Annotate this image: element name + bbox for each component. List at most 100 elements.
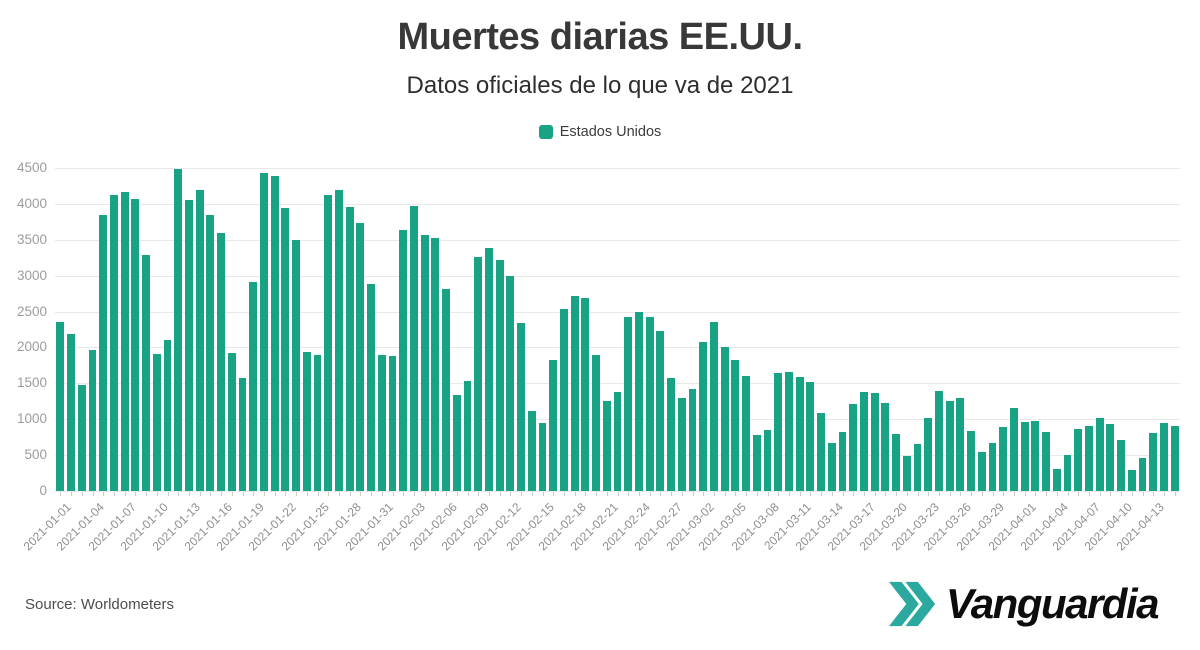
axis-tick [510,492,512,496]
axis-tick [660,492,662,496]
axis-tick [853,492,855,496]
gridline [55,203,1180,205]
gridline [55,491,1180,492]
axis-tick [628,492,630,496]
bar [474,257,483,491]
bar [1020,421,1029,491]
axis-tick [542,492,544,496]
axis-tick [1110,492,1112,496]
bar [356,222,365,491]
bar [217,232,225,491]
axis-tick [253,492,255,496]
axis-tick [424,492,426,496]
page-title: Muertes diarias EE.UU. [397,16,803,58]
bar [806,381,815,491]
axis-tick [574,492,576,496]
bar [538,422,547,491]
y-axis-tick-label: 1500 [16,375,47,391]
bar [635,312,643,491]
bar [67,333,75,491]
axis-tick [563,492,565,496]
bar [131,198,140,491]
axis-tick [831,492,833,496]
vanguardia-logo: Vanguardia [888,581,1160,627]
axis-tick [531,492,533,496]
bar [1149,433,1158,491]
bar [1010,408,1018,491]
axis-tick [1088,492,1090,496]
bar [624,317,633,491]
y-axis-tick-label: 4500 [16,160,47,175]
bar [602,401,611,491]
axis-tick [274,492,276,496]
bar [752,435,761,491]
bar [710,321,718,491]
axis-tick [413,492,415,496]
axis-tick [1153,492,1155,496]
bar [977,451,986,491]
axis-tick [756,492,758,496]
y-axis-tick-label: 0 [39,483,47,498]
axis-tick [60,492,62,496]
bar [592,354,600,491]
axis-tick [713,492,715,496]
axis-tick [606,492,608,496]
bar [774,373,783,491]
bar [206,214,215,491]
y-axis-tick-label: 3000 [16,267,47,283]
gridline [55,347,1180,349]
axis-tick [788,492,790,496]
bar [227,353,236,491]
bar [345,206,354,491]
bar [827,443,836,491]
axis-tick [703,492,705,496]
bar [377,354,386,491]
bar [924,417,933,491]
bar [152,353,161,491]
bar [56,321,65,491]
bar [506,275,515,491]
axis-tick [617,492,619,496]
bar [120,192,129,491]
axis-tick [810,492,812,496]
bar [870,392,879,491]
legend-swatch-icon [538,125,553,139]
axis-tick [681,492,683,496]
bar [281,208,290,491]
y-axis-tick-label: 500 [24,447,47,463]
gridline [55,239,1180,241]
bar [110,194,118,491]
bar [742,376,750,491]
axis-tick [1078,492,1080,496]
bar [463,381,472,491]
bar [313,354,322,491]
y-axis-tick-label: 3500 [16,231,47,247]
bar [688,389,697,491]
bar [1138,457,1147,491]
axis-tick [1099,492,1101,496]
axis-tick [906,492,908,496]
bar [785,371,793,491]
axis-tick [296,492,298,496]
bar [913,443,922,491]
bar [163,340,172,491]
axis-tick [1131,492,1133,496]
axis-tick [917,492,919,496]
axis-tick [199,492,201,496]
axis-tick [949,492,951,496]
axis-tick [938,492,940,496]
page-subtitle: Datos oficiales de lo que va de 2021 [406,72,794,99]
axis-tick [649,492,651,496]
y-axis-tick-label: 1000 [16,411,47,427]
axis-tick [210,492,212,496]
bar [720,346,729,491]
y-axis-tick-label: 2500 [16,303,47,319]
bar [1031,420,1040,491]
bar [795,376,804,491]
bar [410,206,418,491]
axis-tick [317,492,319,496]
bar [367,284,375,491]
axis-tick [724,492,726,496]
axis-tick [842,492,844,496]
